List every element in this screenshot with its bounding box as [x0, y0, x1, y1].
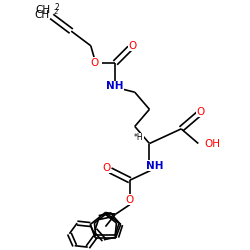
- Text: NH: NH: [146, 160, 163, 170]
- Text: O: O: [197, 107, 205, 117]
- Text: OH: OH: [204, 138, 220, 148]
- Text: O: O: [126, 195, 134, 205]
- Text: NH: NH: [106, 81, 124, 91]
- Text: O: O: [90, 58, 98, 68]
- Text: CH: CH: [34, 10, 49, 20]
- Text: O: O: [102, 163, 111, 173]
- Text: *H: *H: [134, 133, 143, 142]
- Text: 2: 2: [54, 8, 58, 14]
- Text: 2: 2: [55, 3, 60, 12]
- Text: O: O: [128, 41, 136, 51]
- Text: CH: CH: [35, 5, 51, 15]
